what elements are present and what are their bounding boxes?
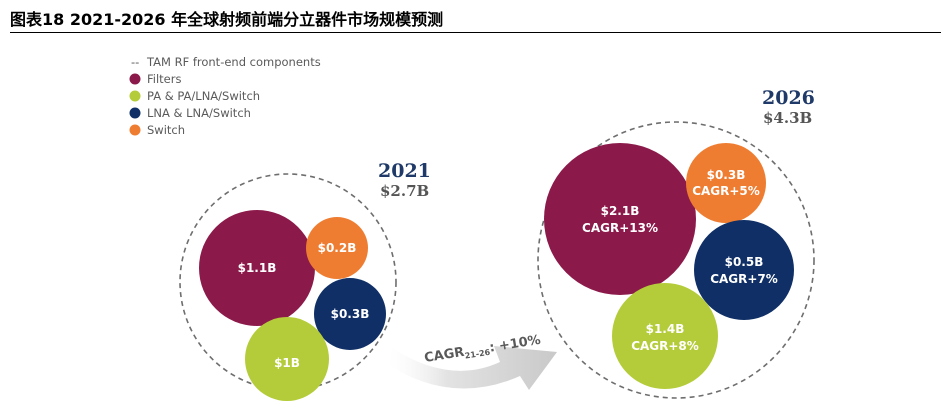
- bubble-cagr-2026-filters: CAGR+13%: [582, 221, 658, 235]
- year-label-2021: 2021: [378, 160, 431, 182]
- bubble-cagr-2026-switch: CAGR+5%: [692, 184, 760, 198]
- bubble-2026-lna: [694, 220, 794, 320]
- legend-total-label: TAM RF front-end components: [146, 55, 321, 69]
- total-circle-2021: [179, 173, 397, 391]
- bubble-label-2021-lna: $0.3B: [331, 307, 370, 321]
- bubble-2021-switch: [306, 217, 368, 279]
- bubble-label-2021-pa: $1B: [274, 356, 300, 370]
- legend-label-switch: Switch: [147, 123, 185, 137]
- legend-label-filters: Filters: [147, 72, 181, 86]
- figure-title: 图表18 2021-2026 年全球射频前端分立器件市场规模预测: [10, 10, 444, 29]
- year-group-2026: 2026 $4.3B $2.1B CAGR+13% $0.3B CAGR+5% …: [537, 87, 815, 399]
- legend-label-lna: LNA & LNA/Switch: [147, 106, 251, 120]
- bubble-cagr-2026-pa: CAGR+8%: [631, 339, 699, 353]
- legend-total-dash: --: [131, 55, 139, 69]
- bubble-2026-pa: [612, 283, 718, 389]
- bubble-label-2021-switch: $0.2B: [318, 241, 357, 255]
- growth-arrow-shape: [387, 346, 557, 390]
- overall-cagr-label: CAGR21-26: +10%: [423, 333, 542, 367]
- year-label-2026: 2026: [762, 87, 815, 109]
- bubble-2026-switch: [686, 143, 766, 223]
- bubble-2026-filters: [544, 143, 696, 295]
- bubble-label-2021-filters: $1.1B: [238, 261, 277, 275]
- legend-swatch-pa: [129, 90, 141, 102]
- bubble-label-2026-lna: $0.5B: [725, 255, 764, 269]
- bubble-label-2026-filters: $2.1B: [601, 204, 640, 218]
- total-label-2021: $2.7B: [380, 182, 429, 200]
- growth-arrow: CAGR21-26: +10%: [387, 333, 557, 390]
- bubble-2021-filters: [199, 210, 315, 326]
- bubble-2021-lna: [314, 278, 386, 350]
- bubble-2021-pa: [245, 317, 329, 401]
- legend-swatch-filters: [129, 73, 141, 85]
- total-label-2026: $4.3B: [763, 109, 812, 127]
- bubble-label-2026-pa: $1.4B: [646, 322, 685, 336]
- legend: -- TAM RF front-end components Filters P…: [129, 55, 321, 137]
- legend-label-pa: PA & PA/LNA/Switch: [147, 89, 260, 103]
- year-group-2021: 2021 $2.7B $1.1B $0.2B $0.3B $1B: [179, 160, 431, 401]
- legend-swatch-lna: [129, 107, 141, 119]
- bubble-cagr-2026-lna: CAGR+7%: [710, 272, 778, 286]
- title-rule: [10, 32, 941, 33]
- bubble-label-2026-switch: $0.3B: [707, 168, 746, 182]
- legend-swatch-switch: [129, 124, 141, 136]
- total-circle-2026: [537, 121, 815, 399]
